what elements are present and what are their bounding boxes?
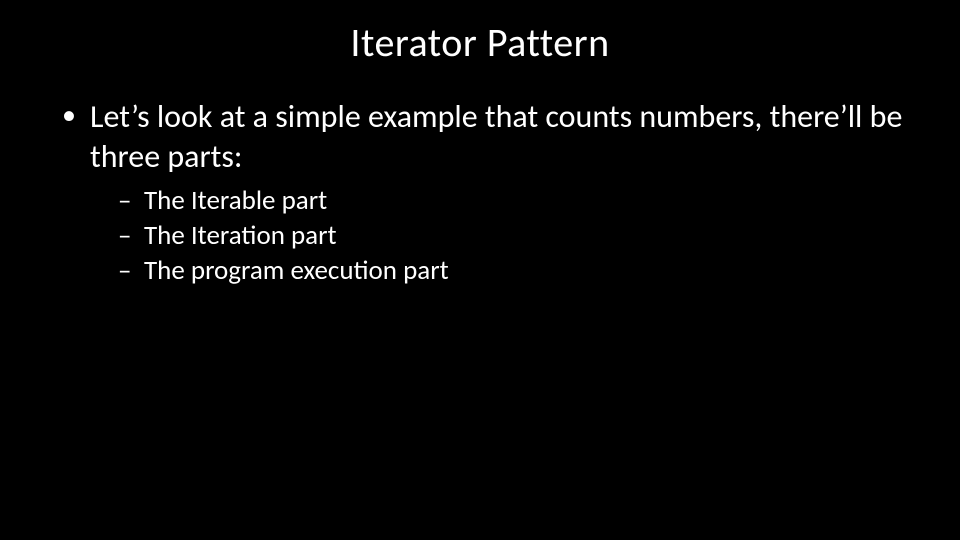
slide-title: Iterator Pattern bbox=[0, 0, 960, 67]
list-item: The Iterable part bbox=[118, 183, 910, 218]
bullet-list: Let’s look at a simple example that coun… bbox=[50, 97, 910, 288]
bullet-text: Let’s look at a simple example that coun… bbox=[90, 97, 902, 176]
slide-body: Let’s look at a simple example that coun… bbox=[0, 67, 960, 288]
sub-bullet-list: The Iterable part The Iteration part The… bbox=[90, 183, 910, 288]
sub-bullet-text: The Iteration part bbox=[144, 219, 337, 252]
list-item: Let’s look at a simple example that coun… bbox=[50, 97, 910, 288]
sub-bullet-text: The program execution part bbox=[144, 254, 449, 287]
list-item: The program execution part bbox=[118, 253, 910, 288]
list-item: The Iteration part bbox=[118, 218, 910, 253]
slide: Iterator Pattern Let’s look at a simple … bbox=[0, 0, 960, 540]
sub-bullet-text: The Iterable part bbox=[144, 184, 327, 217]
